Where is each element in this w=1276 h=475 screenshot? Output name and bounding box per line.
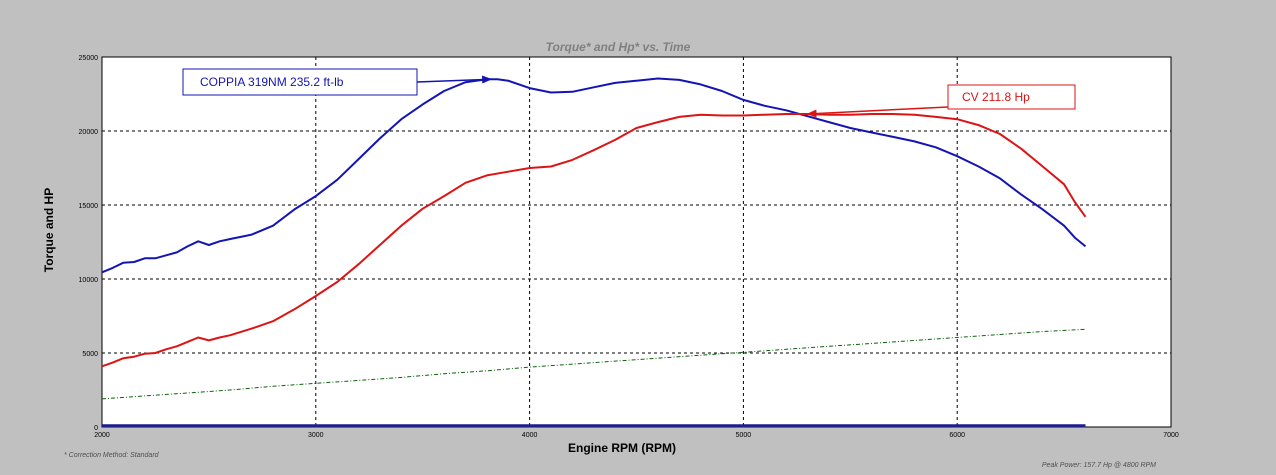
annotation-arrow (416, 75, 493, 84)
x-tick-label: 5000 (736, 432, 752, 439)
y-tick-label: 5000 (82, 351, 98, 358)
annotations: COPPIA 319NM 235.2 ft-lb CV 211.8 Hp (182, 68, 1076, 118)
series-group (101, 77, 1087, 428)
footnote-peak-power: Peak Power: 157.7 Hp @ 4800 RPM (1042, 462, 1156, 469)
x-tick-label: 4000 (522, 432, 538, 439)
y-tick-label: 10000 (79, 277, 99, 284)
annotation-1: CV 211.8 Hp (806, 84, 1076, 118)
x-tick-label: 3000 (308, 432, 324, 439)
series-line-0 (101, 77, 1087, 274)
plot-area (101, 56, 1172, 428)
y-tick-label: 25000 (79, 55, 99, 62)
annotation-box (947, 84, 1076, 110)
y-tick-label: 15000 (79, 203, 99, 210)
footnote-correction: * Correction Method: Standard (64, 452, 160, 459)
series-line-1 (101, 113, 1087, 368)
series-line-2 (101, 328, 1086, 400)
annotation-arrow (806, 106, 949, 118)
x-tick-label: 7000 (1163, 432, 1179, 439)
tick-labels: 2000 3000 4000 5000 6000 7000 0 5000 10000 15000 2… (79, 55, 1179, 439)
y-axis-label: Torque and HP (42, 188, 56, 272)
chart-title: Torque* and Hp* vs. Time (546, 40, 691, 54)
x-tick-label: 2000 (94, 432, 110, 439)
x-axis-label: Engine RPM (RPM) (568, 441, 676, 455)
annotation-0: COPPIA 319NM 235.2 ft-lb (182, 68, 493, 96)
annotation-text: COPPIA 319NM 235.2 ft-lb (200, 75, 344, 89)
y-tick-label: 0 (94, 425, 98, 432)
annotation-box (182, 68, 418, 96)
annotation-text: CV 211.8 Hp (962, 90, 1030, 104)
y-tick-label: 20000 (79, 129, 99, 136)
x-tick-label: 6000 (949, 432, 965, 439)
